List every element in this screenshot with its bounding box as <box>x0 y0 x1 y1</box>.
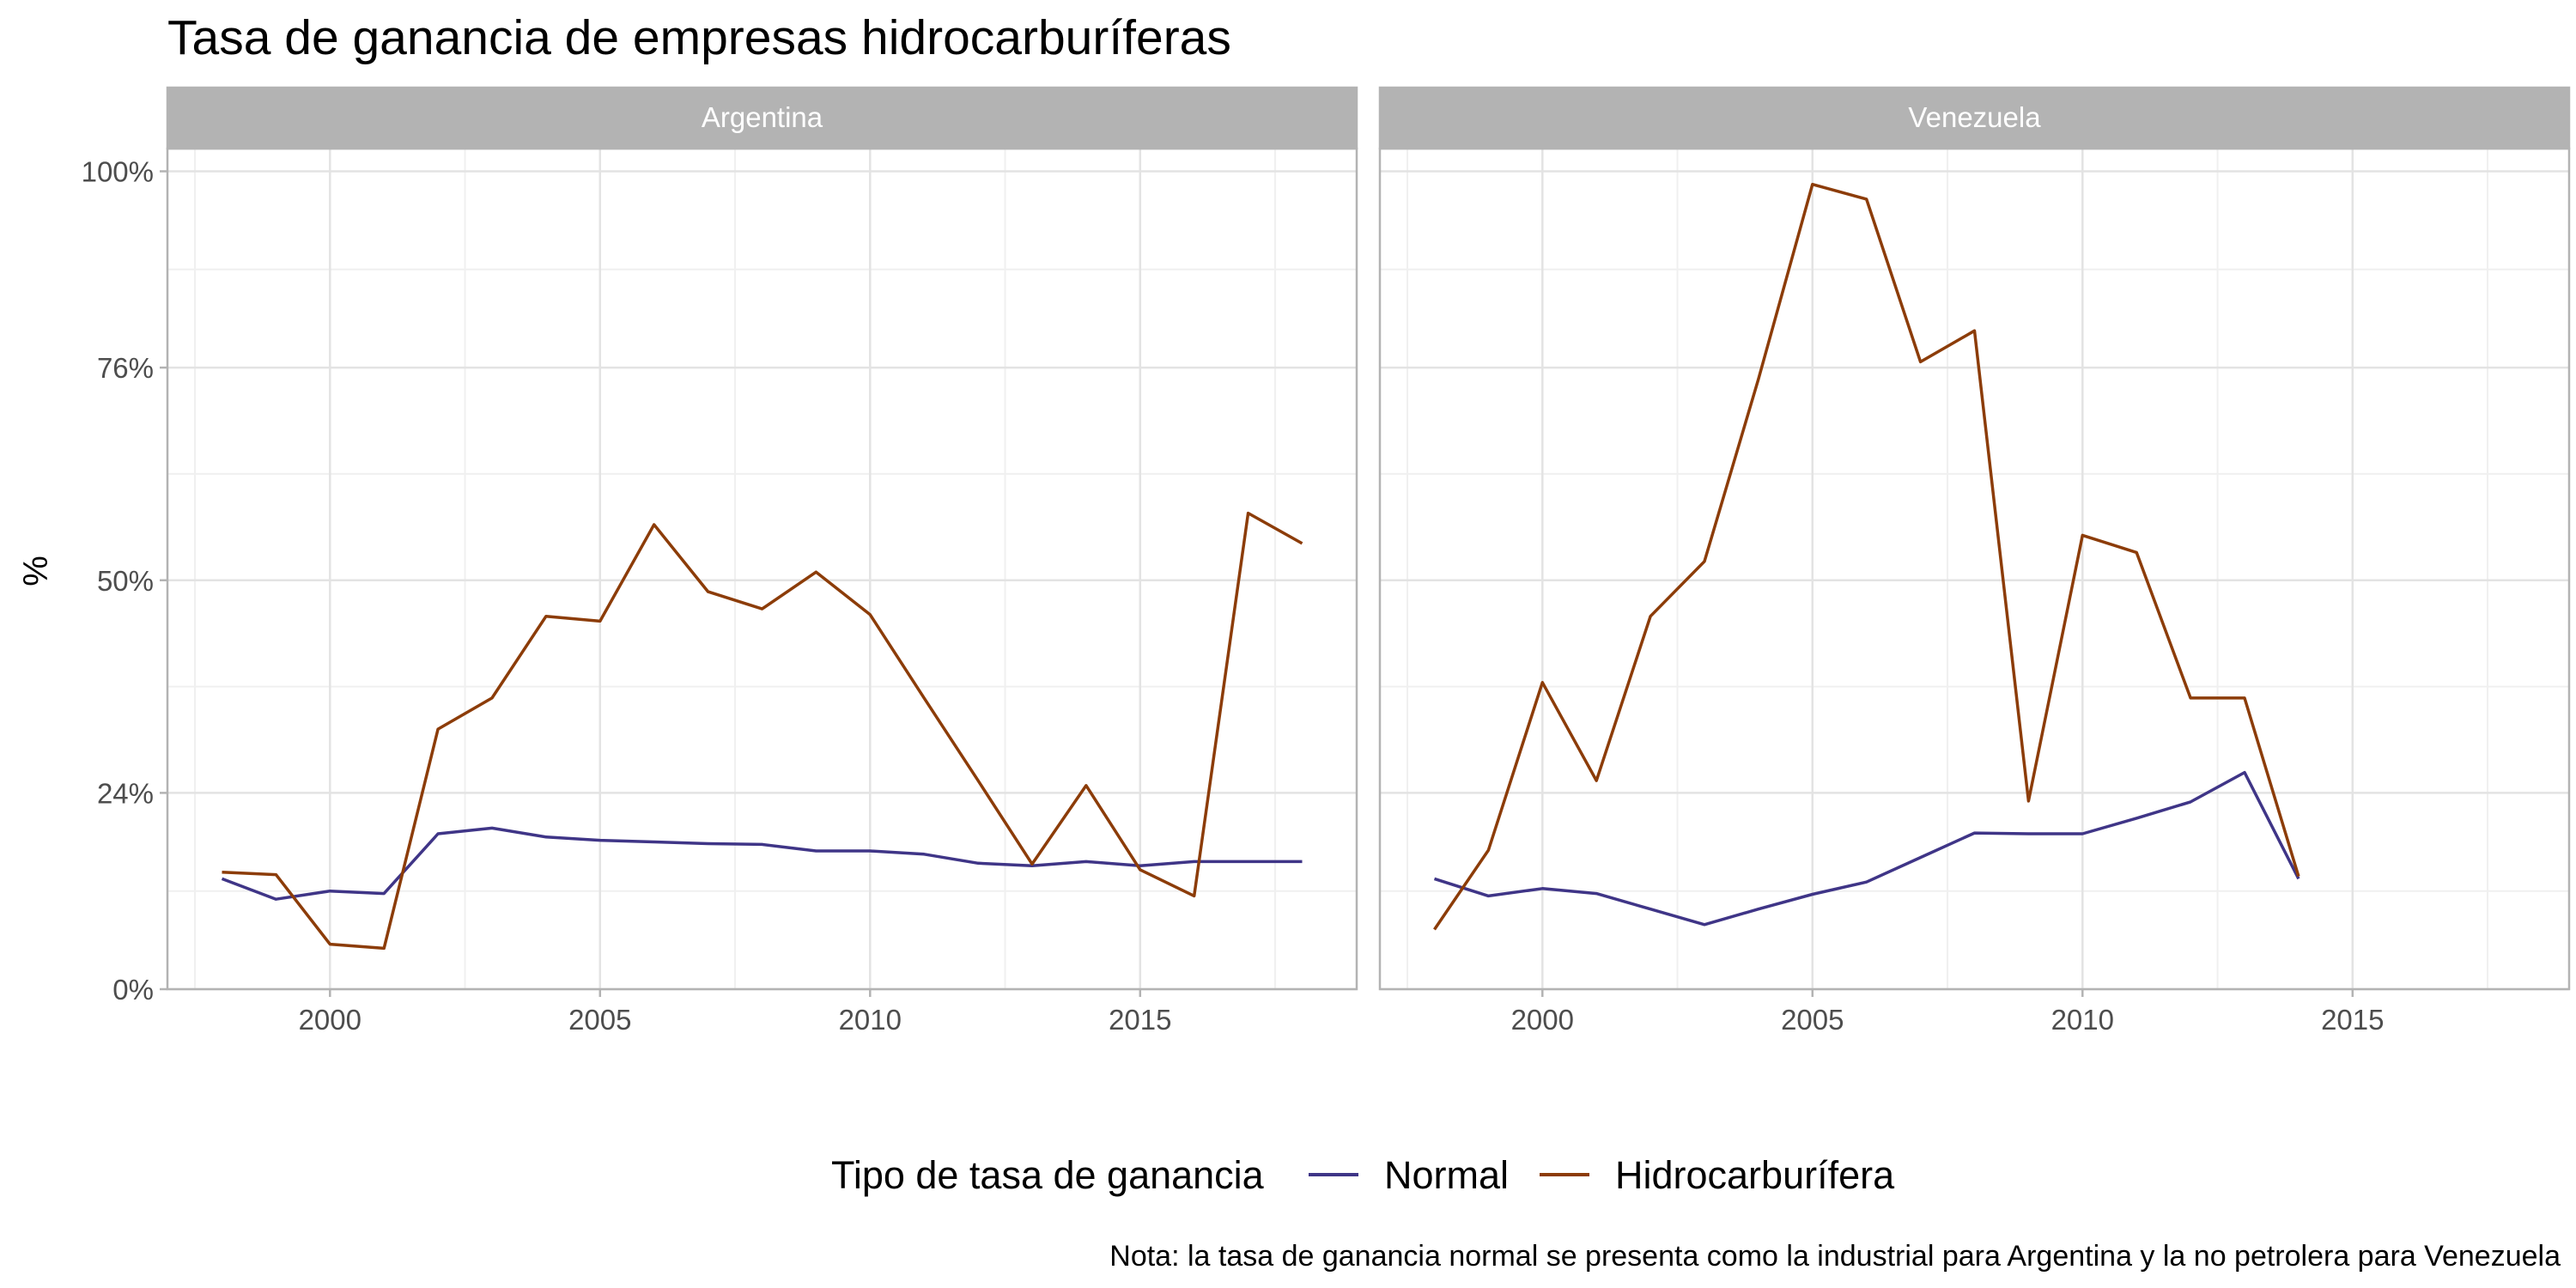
panels: Argentina 2000 2005 2010 2015 Venezuela 2000 20… <box>166 86 2571 1036</box>
x-tick-label: 2010 <box>839 1004 902 1036</box>
y-tick-label: 24% <box>97 777 154 809</box>
series-line-hidrocarburifera-argentina <box>222 511 1303 951</box>
chart-title: Tasa de ganancia de empresas hidrocarbur… <box>167 10 1231 65</box>
series-line-hidrocarburifera-venezuela <box>1433 182 2300 931</box>
legend-item-hidrocarburifera: Hidrocarburífera <box>1540 1153 1895 1197</box>
legend-title: Tipo de tasa de ganancia <box>831 1153 1265 1197</box>
panel-argentina: Argentina 2000 2005 2010 2015 <box>166 86 1358 1036</box>
x-tick-label: 2015 <box>2321 1004 2384 1036</box>
y-tick-label: 50% <box>97 565 154 597</box>
legend-item-normal: Normal <box>1309 1153 1509 1197</box>
y-axis-title: % <box>17 556 55 586</box>
plot-background <box>1380 149 2569 989</box>
strip-label-argentina: Argentina <box>702 101 823 133</box>
legend-label-normal: Normal <box>1384 1153 1509 1197</box>
strip-argentina <box>166 86 1358 150</box>
y-tick-label: 0% <box>112 974 154 1005</box>
y-tick-label: 100% <box>82 156 154 188</box>
x-tick-label: 2015 <box>1109 1004 1171 1036</box>
x-tick-label: 2010 <box>2051 1004 2114 1036</box>
strip-label-venezuela: Venezuela <box>1908 101 2041 133</box>
x-tick-label: 2005 <box>1781 1004 1844 1036</box>
strip-venezuela <box>1378 86 2571 150</box>
x-tick-label: 2000 <box>1511 1004 1574 1036</box>
series-line-normal-venezuela <box>1433 770 2300 927</box>
panel-venezuela: Venezuela 2000 2005 2010 2015 <box>1378 86 2571 1036</box>
x-tick-label: 2005 <box>568 1004 631 1036</box>
x-tick-label: 2000 <box>299 1004 361 1036</box>
y-axis: 0% 24% 50% 76% 100% <box>82 156 167 1005</box>
legend-label-hidrocarburifera: Hidrocarburífera <box>1615 1153 1895 1197</box>
plot-background <box>167 149 1357 989</box>
y-tick-label: 76% <box>97 352 154 384</box>
caption: Nota: la tasa de ganancia normal se pres… <box>1109 1240 2561 1273</box>
legend: Tipo de tasa de ganancia Normal Hidrocarbu… <box>831 1153 1895 1197</box>
